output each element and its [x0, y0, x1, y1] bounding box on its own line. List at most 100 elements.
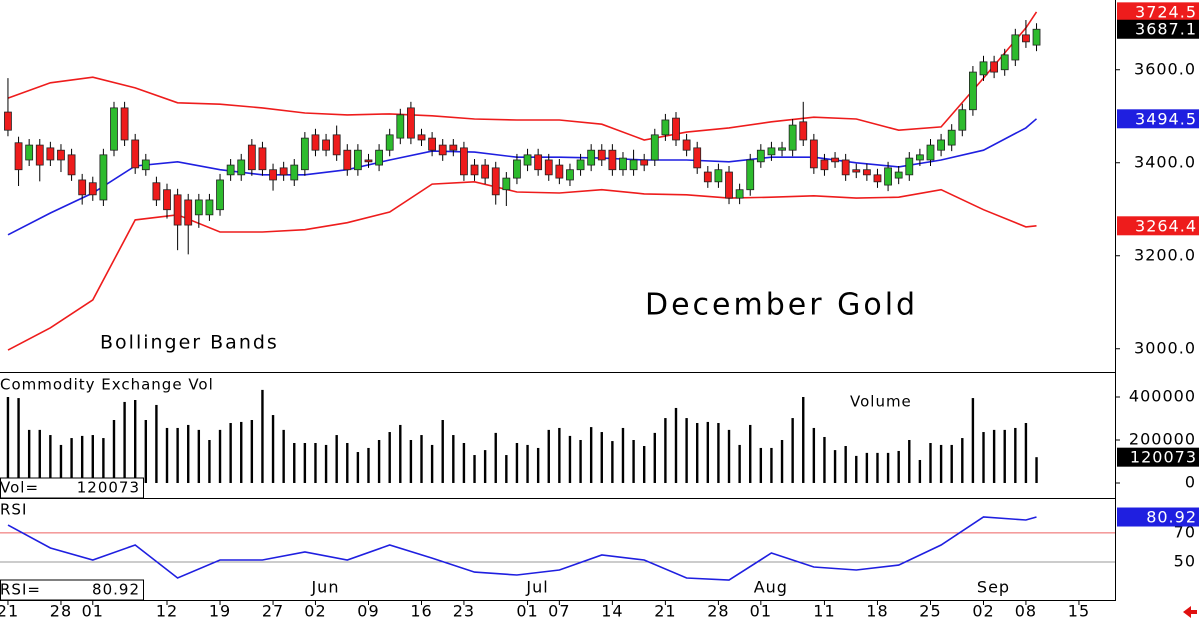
rsi-line [7, 516, 1037, 581]
candle-body [884, 167, 892, 186]
volume-bar [1024, 423, 1028, 483]
candle-body [131, 139, 140, 169]
candle-body [597, 149, 606, 161]
x-tick-label: 18 [866, 602, 888, 621]
volume-bar [123, 401, 126, 483]
volume-bar [346, 443, 349, 483]
volume-bar [992, 429, 996, 483]
candle-body [862, 169, 871, 176]
candle-body [566, 169, 574, 181]
candle-body [1032, 28, 1041, 46]
y-tick-label: 3600.0 [1134, 59, 1196, 78]
volume-bar [653, 432, 656, 483]
volume-bar [982, 432, 985, 483]
x-tick-label: 12 [156, 602, 178, 621]
candle-body [470, 164, 479, 176]
x-tick-label: 11 [813, 602, 835, 621]
candle-body [173, 194, 182, 226]
candle-body [194, 199, 203, 216]
candle-body [78, 179, 87, 196]
y-tick-label: 70 [1174, 522, 1196, 541]
volume-bar [823, 436, 826, 483]
bollinger-line [7, 180, 1037, 351]
scroll-arrow[interactable] [1183, 606, 1197, 618]
volume-bar [91, 435, 94, 483]
volume-bar [600, 432, 603, 483]
volume-bar [791, 418, 794, 483]
volume-bar [558, 427, 561, 483]
candle-body [258, 147, 267, 171]
month-label: Sep [977, 578, 1010, 597]
volume-bar [876, 452, 879, 483]
candle-body [958, 109, 967, 131]
candle-body [608, 149, 617, 171]
candle-body [279, 167, 288, 176]
candle-body [809, 139, 818, 169]
volume-bar [642, 446, 646, 483]
last-value-label: 80.92 [1146, 508, 1197, 527]
candle-body [152, 182, 161, 201]
candle-body [894, 171, 903, 179]
candle-body [481, 164, 490, 179]
volume-bar [452, 435, 455, 483]
candle-body [141, 159, 150, 171]
candle-body [343, 149, 352, 171]
volume-bar [303, 443, 307, 483]
month-label: Aug [754, 578, 788, 597]
candle-body [163, 189, 171, 211]
x-tick-label: 15 [1068, 602, 1090, 621]
volume-bar [240, 421, 243, 483]
last-value-label: 3687.1 [1135, 20, 1197, 39]
volume-bar [80, 435, 84, 483]
candle-body [746, 159, 755, 191]
candle-body [364, 159, 373, 163]
candle-body [969, 71, 977, 111]
volume-bar [293, 443, 296, 483]
volume-bar [388, 432, 391, 483]
x-tick-label: 09 [357, 602, 379, 621]
candle-body [820, 159, 829, 171]
candle-body [502, 177, 511, 191]
candle-body [725, 171, 733, 199]
candle-body [205, 199, 214, 216]
volume-bar [49, 435, 52, 483]
volume-bar [515, 443, 519, 483]
volume-bar [664, 418, 667, 483]
volume-bar [367, 447, 370, 483]
volume-bar [197, 429, 201, 483]
candle-body [428, 137, 437, 151]
candle-body [110, 107, 118, 151]
candle-body [1000, 54, 1009, 71]
volume-bar [759, 447, 763, 483]
volume-bar [6, 396, 10, 483]
candle-body [184, 199, 193, 226]
candle-body [693, 147, 702, 169]
readout-label: Vol= [0, 479, 39, 497]
panel: Commodity Exchange Vol Volume 0 200000 40000… [0, 376, 1195, 492]
volume-bar [1003, 429, 1006, 483]
volume-bar [208, 439, 211, 483]
candle-body [438, 144, 447, 156]
candle-body [979, 61, 988, 76]
volume-bar [133, 400, 137, 483]
volume-bar [685, 418, 688, 483]
volume-bar [950, 444, 953, 483]
x-tick-label: 01 [750, 602, 772, 621]
candle-body [332, 134, 341, 156]
candle-body [926, 144, 935, 161]
month-label: Jun [310, 578, 339, 597]
volume-bar [59, 444, 63, 483]
volume-bar [473, 455, 476, 483]
annotation: Bollinger Bands [100, 332, 279, 354]
volume-bar [356, 452, 360, 483]
volume-bar [738, 444, 741, 483]
volume-bar [409, 439, 413, 483]
annotation: Volume [850, 393, 912, 411]
month-label: Jul [525, 578, 548, 597]
x-tick-label: 02 [972, 602, 994, 621]
panel: RSI 50 70 [0, 501, 1196, 581]
x-tick-label: 25 [919, 602, 941, 621]
candle-body [778, 147, 786, 151]
volume-bar [229, 423, 232, 483]
